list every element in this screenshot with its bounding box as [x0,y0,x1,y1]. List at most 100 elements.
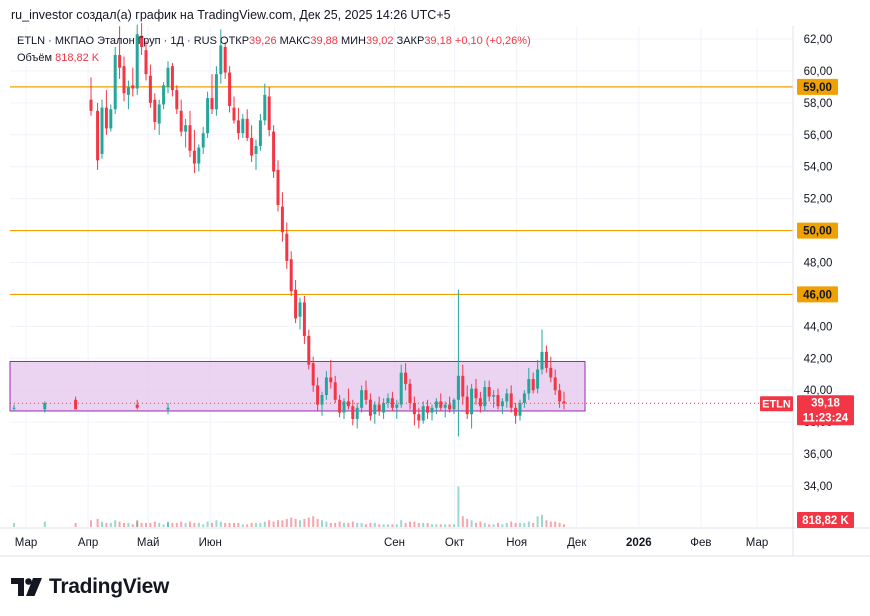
candle-body [74,399,78,410]
volume-bar [541,514,543,527]
price-tick-label: 54,00 [804,162,833,174]
volume-bar [136,520,139,527]
volume-bar [391,524,394,527]
candle-body [390,398,394,408]
volume-bar [259,522,262,527]
candle-body [500,401,504,407]
time-tick-label: Сен [384,537,405,549]
volume-bar [532,522,535,527]
candle-body [276,169,280,206]
time-tick-label: Дек [567,537,587,549]
candle-body [430,407,434,413]
candle-body [514,407,518,416]
volume-bar [510,521,513,527]
symbol-legend: ETLN · МКПАО Эталон Груп · 1Д · RUS ОТКР… [17,35,531,47]
volume-bar [105,522,108,527]
volume-bar [109,522,112,527]
candle-body [170,66,174,91]
volume-bar [505,522,508,527]
candle-body [492,395,496,397]
time-tick-label: Фев [690,537,711,549]
candle-body [285,233,289,261]
volume-bar [519,522,521,527]
volume-bar [96,518,99,527]
legend-change-value: +0,10 (+0,26%) [454,35,531,47]
candle-body [544,351,548,368]
candle-body [179,110,183,132]
volume-bar [153,521,156,527]
volume-bar [312,516,315,527]
candle-body [241,118,245,134]
volume-bar [184,522,187,527]
candle-body [89,99,93,111]
candle-body [527,379,531,394]
price-tick-label: 52,00 [804,194,833,206]
time-tick-label: Мар [15,537,38,549]
candle-body [395,404,399,408]
candle-body [399,372,403,405]
price-tick-label: 36,00 [804,449,833,461]
candle-body [12,407,16,409]
volume-bar [492,524,495,527]
tradingview-logo-icon [11,578,42,596]
volume-bar [149,522,152,527]
level-badge [797,222,838,239]
candle-body [219,45,223,75]
volume-bar [334,522,337,527]
volume-bar [189,521,191,527]
candle-body [329,377,333,383]
candle-body [470,388,474,415]
candle-body [360,390,364,408]
volume-bar [74,522,77,527]
candle-body [324,377,328,396]
last-price-badge [797,395,854,426]
volume-bar [197,522,200,527]
volume-bar [378,524,381,527]
candle-body [175,90,179,110]
volume-bar [241,524,244,527]
candle-body [338,399,342,413]
volume-bar [206,521,209,527]
volume-bars [13,486,565,527]
volume-bar [347,522,350,527]
price-tick-label: 34,00 [804,481,833,493]
volume-bar [426,522,429,527]
symbol-badge-label: ETLN [762,398,791,410]
price-tick-label: 60,00 [804,66,833,78]
candle-body [298,302,302,317]
last-price-label: 39,18 [811,397,840,409]
candle-body [320,395,324,405]
volume-bar [475,522,477,527]
level-badge-label: 46,00 [803,289,832,301]
volume-bar [545,520,548,527]
tradingview-logo[interactable]: TradingView [11,574,169,600]
volume-bar [444,524,447,527]
candle-body [214,74,218,110]
volume-bar [439,524,442,527]
volume-bar [131,524,134,527]
legend-low-value: 39,02 [365,35,394,47]
volume-bar [365,524,367,527]
volume-bar [290,517,293,527]
candle-body [135,404,139,408]
volume-bar [13,522,15,527]
candle-body [43,402,47,410]
candle-body [302,302,306,336]
candle-body [373,404,377,415]
candle-body [382,402,386,413]
volume-bar [272,521,275,527]
volume-bar [395,524,398,527]
price-badges: 59,00 50,00 46,00 ETLN 39,18 11:23:24 818,82 K [760,78,854,528]
candle-body [478,398,482,407]
candle-body [192,150,196,164]
volume-legend: Объём 818,82 K [17,52,99,64]
candle-body [131,85,135,89]
countdown-label: 11:23:24 [803,412,849,424]
volume-bar [316,518,319,527]
volume-bar [466,518,469,527]
candle-body [505,393,509,402]
volume-bar [162,524,165,527]
candle-body [434,401,438,408]
tradingview-logo-text: TradingView [49,575,170,598]
